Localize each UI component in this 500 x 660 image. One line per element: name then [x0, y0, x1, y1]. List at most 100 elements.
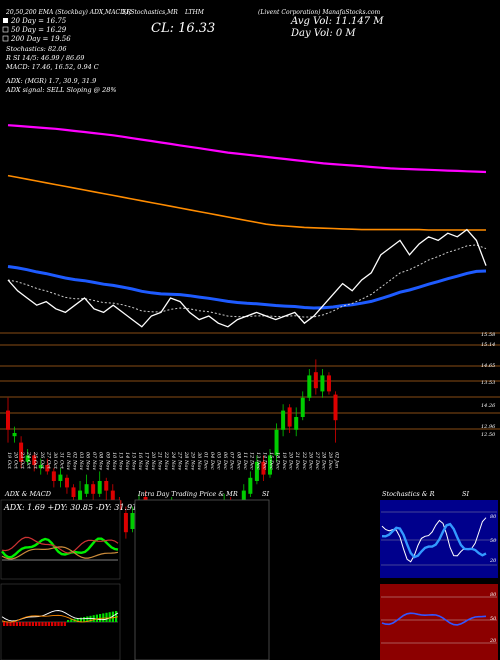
date-axis: 19 Oct 20 Oct 23 Oct 24 Oct 25 Oct 26 Oct 27 O… — [6, 451, 340, 470]
date-tick-label: 15 Dec — [268, 452, 274, 470]
avg-volume: Avg Vol: 11.147 M — [290, 16, 384, 27]
macd-bar — [86, 616, 89, 622]
stoch-d-line — [381, 522, 487, 559]
macd-bar — [35, 622, 38, 626]
candle-body — [313, 372, 318, 389]
date-tick-label: 29 Dec — [327, 451, 333, 470]
stochastics-text: Stochastics: 82.06 — [6, 45, 67, 53]
macd-bar — [102, 613, 105, 622]
adx-line — [1, 546, 119, 560]
ema-plot — [7, 124, 487, 328]
candle-body — [45, 465, 50, 472]
adx-text: ADX: (MGR) 1.7, 30.9, 31.9 — [5, 77, 96, 85]
stochastics-panel: Stochastics & R SI 80 50 20 80 50 20 — [380, 490, 498, 660]
macd-bar — [9, 622, 12, 626]
macd-bar — [28, 622, 31, 626]
ema20-text: 20 Day = 16.75 — [10, 17, 67, 25]
price-tick-label: 12.50 — [481, 432, 496, 438]
rsi-tick-50: 50 — [490, 616, 497, 622]
ticker: LTHM — [184, 9, 205, 16]
candle-body — [104, 481, 109, 491]
date-tick-label: 31 Oct — [58, 452, 64, 470]
candle-body — [274, 429, 279, 456]
stoch-tick-20: 20 — [489, 558, 497, 564]
date-tick-label: 20 Dec — [288, 451, 294, 470]
macd-bar — [15, 622, 18, 626]
date-tick-label: 07 Nov — [91, 452, 97, 470]
date-tick-label: 26 Oct — [39, 451, 45, 470]
date-tick-label: 26 Dec — [307, 451, 313, 470]
candle-body — [254, 461, 259, 481]
candle-body — [110, 490, 115, 501]
stoch-si: SI — [462, 490, 469, 498]
header-line1b: SI,Stochastics,MR — [122, 9, 178, 16]
date-tick-label: 06 Dec — [222, 452, 228, 470]
candle-body — [248, 477, 253, 494]
date-tick-label: 20 Nov — [150, 451, 156, 470]
candle-body — [91, 484, 96, 494]
price-tick-label: 15.58 — [481, 332, 495, 338]
candle-body — [281, 410, 286, 430]
candle-body — [12, 433, 17, 437]
date-tick-label: 13 Nov — [117, 452, 123, 470]
macd-bar — [115, 611, 118, 622]
company-name: (Livent Corporation) ManafaStocks.com — [258, 9, 380, 16]
ema20-swatch — [3, 18, 8, 23]
date-tick-label: 27 Oct — [45, 451, 51, 470]
date-tick-label: 02 Jan — [334, 452, 340, 468]
ema50-text: 50 Day = 16.29 — [11, 26, 67, 34]
macd-bar — [44, 622, 47, 626]
stoch-tick-50: 50 — [490, 538, 497, 544]
candle-body — [287, 407, 292, 427]
date-tick-label: 16 Nov — [137, 452, 143, 470]
macd-bar — [105, 612, 108, 622]
rsi-tick-80: 80 — [490, 592, 497, 598]
price-tick-label: 15.14 — [481, 342, 495, 348]
date-tick-label: 02 Nov — [72, 452, 78, 470]
price-tick-label: 14.26 — [481, 403, 496, 409]
macd-bar — [51, 622, 54, 626]
macd-text: MACD: 17.46, 16.52, 0.94 C — [5, 63, 99, 71]
date-tick-label: 29 Nov — [189, 451, 195, 470]
ema50-swatch — [2, 26, 9, 33]
date-tick-label: 07 Dec — [229, 452, 235, 470]
candle-body — [300, 397, 305, 417]
macd-bar — [22, 622, 25, 626]
adx-minus-di-line — [1, 536, 119, 554]
candle-body — [97, 481, 102, 494]
date-tick-label: 15 Nov — [130, 452, 136, 470]
macd-bar — [31, 622, 34, 626]
macd-bar — [70, 619, 73, 622]
rsi-text: R SI 14/5: 46.99 / 86.69 — [5, 54, 84, 62]
rsi-line — [381, 612, 487, 626]
macd-bar — [3, 622, 6, 626]
macd-bar — [19, 622, 22, 626]
candle-body — [64, 477, 69, 488]
candle-body — [333, 394, 338, 421]
date-tick-label: 04 Dec — [209, 452, 215, 470]
macd-bar — [12, 622, 15, 626]
macd-bar — [83, 617, 86, 622]
ema200-swatch — [2, 35, 9, 42]
candle-body — [130, 513, 135, 529]
date-tick-label: 24 Oct — [26, 451, 32, 470]
date-tick-label: 19 Dec — [281, 452, 287, 470]
date-tick-label: 23 Oct — [19, 451, 25, 470]
ema200-line — [7, 124, 487, 174]
macd-bar — [25, 622, 28, 626]
ema200-text: 200 Day = 19.56 — [10, 35, 71, 43]
date-tick-label: 17 Nov — [144, 452, 150, 470]
intraday-panel: Intra Day Trading Price & MR SI — [134, 490, 269, 660]
macd-bar — [108, 612, 111, 622]
candle-body — [6, 410, 10, 430]
date-tick-label: 09 Nov — [104, 452, 110, 470]
day-volume: Day Vol: 0 M — [290, 28, 356, 39]
candle-body — [78, 490, 83, 501]
ema-blue-line — [7, 265, 487, 310]
candle-body — [51, 471, 56, 481]
candle-body — [241, 490, 246, 507]
date-tick-label: 03 Nov — [78, 452, 84, 470]
close-label: CL: 16.33 — [151, 21, 215, 36]
date-tick-label: 30 Oct — [52, 452, 58, 470]
